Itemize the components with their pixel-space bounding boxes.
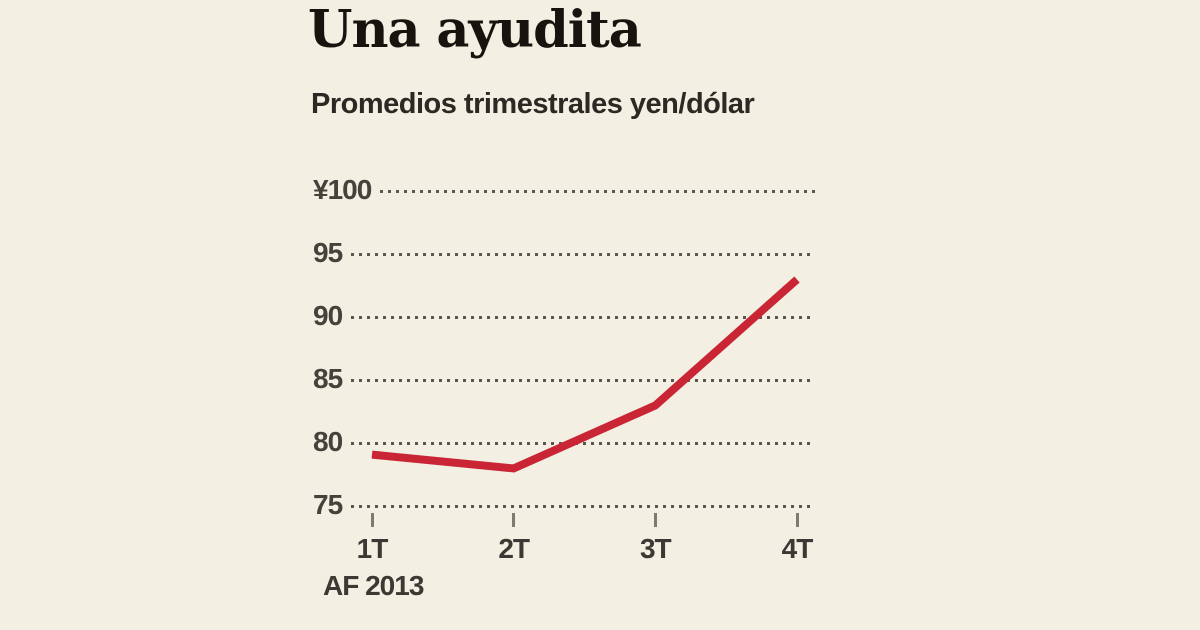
chart-subtitle: Promedios trimestrales yen/dólar	[311, 88, 755, 120]
y-tick-label: 90	[313, 300, 343, 331]
gridline-row: 95	[313, 237, 815, 269]
x-tick	[653, 513, 657, 527]
gridline-dots	[380, 189, 815, 193]
y-tick-label: 80	[313, 426, 343, 457]
y-tick-label: ¥100	[313, 174, 372, 205]
x-tick-label: 4T	[781, 533, 814, 564]
y-tick-label: 95	[313, 237, 343, 268]
x-tick	[512, 513, 516, 527]
gridline-dots	[351, 378, 815, 382]
y-tick-label: 75	[313, 489, 343, 520]
gridline-dots	[351, 504, 815, 508]
line-series	[371, 276, 800, 473]
gridline-dots	[351, 441, 815, 445]
gridline-dots	[351, 252, 815, 256]
x-tick	[795, 513, 799, 527]
line-series-svg	[371, 276, 800, 473]
x-axis-note: AF 2013	[323, 570, 424, 601]
gridline-dots	[351, 315, 815, 319]
x-tick-label: 1T	[356, 533, 389, 564]
gridline-row: 80	[313, 426, 815, 458]
y-tick-label: 85	[313, 363, 343, 394]
plot-area: ¥100 95 90 85 80 75 1T 2T 3T 4T AF 2013	[310, 160, 820, 630]
x-tick-label: 2T	[498, 533, 530, 564]
gridline-row: 85	[313, 363, 815, 395]
gridline-row: ¥100	[313, 174, 815, 206]
x-tick-label: 3T	[639, 533, 672, 564]
gridline-row: 90	[313, 300, 815, 332]
x-tick	[370, 513, 374, 527]
gridline-row: 75	[313, 489, 815, 521]
chart-title: Una ayudita	[308, 0, 642, 60]
